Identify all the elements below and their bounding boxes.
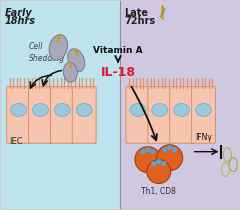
- Text: 72hrs: 72hrs: [124, 16, 155, 26]
- Circle shape: [161, 161, 166, 166]
- Ellipse shape: [130, 104, 146, 116]
- Text: Vitamin A: Vitamin A: [93, 46, 143, 55]
- Circle shape: [135, 147, 161, 173]
- Text: Th1, CD8: Th1, CD8: [141, 187, 176, 196]
- Circle shape: [157, 145, 183, 171]
- Text: Late: Late: [124, 8, 148, 18]
- Circle shape: [162, 147, 167, 152]
- Circle shape: [145, 147, 150, 152]
- FancyBboxPatch shape: [192, 87, 216, 143]
- Circle shape: [150, 149, 155, 154]
- Text: IEC: IEC: [9, 137, 22, 146]
- Ellipse shape: [196, 104, 211, 116]
- Circle shape: [147, 160, 171, 184]
- Ellipse shape: [174, 104, 190, 116]
- Bar: [120, 1, 239, 209]
- Circle shape: [172, 147, 177, 152]
- FancyBboxPatch shape: [50, 87, 74, 143]
- Text: Cell
Shedding: Cell Shedding: [29, 42, 65, 63]
- Ellipse shape: [63, 62, 77, 82]
- Circle shape: [167, 145, 172, 150]
- Text: 18hrs: 18hrs: [5, 16, 36, 26]
- Circle shape: [156, 159, 161, 164]
- FancyBboxPatch shape: [7, 87, 30, 143]
- FancyBboxPatch shape: [72, 87, 96, 143]
- Circle shape: [151, 161, 156, 166]
- FancyBboxPatch shape: [29, 87, 52, 143]
- Ellipse shape: [76, 104, 92, 116]
- Ellipse shape: [152, 104, 168, 116]
- Ellipse shape: [68, 49, 85, 72]
- Bar: [1, 1, 120, 209]
- Ellipse shape: [11, 104, 27, 116]
- Ellipse shape: [49, 35, 68, 60]
- Text: IL-18: IL-18: [101, 66, 136, 79]
- Text: IFNγ: IFNγ: [196, 133, 212, 142]
- Text: Early: Early: [5, 8, 32, 18]
- FancyBboxPatch shape: [126, 87, 150, 143]
- Circle shape: [140, 149, 145, 154]
- Ellipse shape: [54, 104, 70, 116]
- Ellipse shape: [32, 104, 48, 116]
- FancyBboxPatch shape: [148, 87, 172, 143]
- FancyBboxPatch shape: [170, 87, 194, 143]
